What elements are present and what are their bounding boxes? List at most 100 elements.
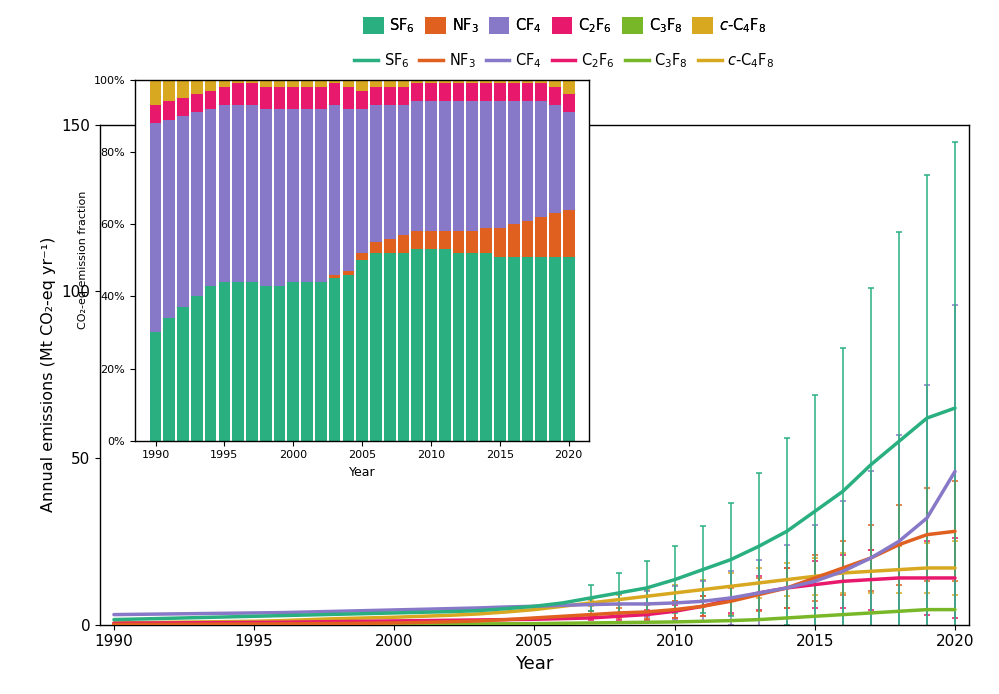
Bar	[329, 275, 341, 278]
Bar	[467, 83, 479, 101]
Bar	[467, 80, 479, 83]
Bar	[467, 253, 479, 441]
Bar	[521, 221, 533, 257]
Legend: SF$_6$, NF$_3$, CF$_4$, C$_2$F$_6$, C$_3$F$_8$, $c$-C$_4$F$_8$: SF$_6$, NF$_3$, CF$_4$, C$_2$F$_6$, C$_3…	[358, 11, 771, 41]
Bar	[301, 80, 313, 87]
Bar	[535, 80, 547, 83]
Bar	[288, 282, 299, 441]
Bar	[288, 109, 299, 282]
Bar	[398, 80, 410, 87]
Bar	[453, 83, 465, 101]
Bar	[439, 83, 451, 101]
Bar	[191, 112, 203, 296]
Bar	[274, 285, 286, 441]
Bar	[329, 105, 341, 275]
Bar	[150, 123, 162, 332]
Bar	[384, 239, 396, 253]
Bar	[562, 210, 574, 257]
Y-axis label: CO₂-eq emission fraction: CO₂-eq emission fraction	[78, 191, 88, 330]
Bar	[426, 231, 437, 249]
Bar	[453, 253, 465, 441]
Bar	[384, 253, 396, 441]
Bar	[357, 260, 368, 441]
Bar	[164, 101, 175, 119]
Bar	[549, 213, 560, 257]
Bar	[439, 80, 451, 83]
Bar	[453, 101, 465, 231]
Bar	[507, 80, 519, 83]
Bar	[398, 253, 410, 441]
Bar	[412, 83, 424, 101]
Bar	[177, 307, 189, 441]
Bar	[205, 80, 217, 91]
Bar	[274, 109, 286, 285]
Bar	[370, 105, 382, 242]
Bar	[260, 87, 272, 109]
Bar	[357, 80, 368, 91]
Bar	[521, 257, 533, 441]
Bar	[562, 257, 574, 441]
Bar	[384, 80, 396, 87]
Bar	[370, 253, 382, 441]
Bar	[481, 228, 492, 253]
Bar	[562, 80, 574, 94]
Bar	[507, 101, 519, 224]
Bar	[426, 101, 437, 231]
Bar	[343, 271, 355, 275]
Bar	[412, 101, 424, 231]
Bar	[177, 98, 189, 116]
Bar	[246, 105, 258, 282]
Bar	[233, 83, 244, 105]
Bar	[233, 80, 244, 83]
Bar	[426, 83, 437, 101]
Bar	[246, 80, 258, 83]
Bar	[439, 231, 451, 249]
Bar	[507, 257, 519, 441]
Bar	[315, 109, 327, 282]
Bar	[205, 109, 217, 285]
X-axis label: Year: Year	[349, 466, 376, 479]
Bar	[481, 253, 492, 441]
Bar	[535, 101, 547, 217]
Bar	[549, 257, 560, 441]
Bar	[357, 91, 368, 109]
Bar	[329, 80, 341, 83]
Bar	[535, 83, 547, 101]
Bar	[233, 105, 244, 282]
Bar	[329, 83, 341, 105]
Bar	[164, 80, 175, 101]
Bar	[467, 231, 479, 253]
Bar	[507, 83, 519, 101]
Bar	[439, 249, 451, 441]
Bar	[164, 119, 175, 318]
Bar	[191, 80, 203, 94]
Bar	[481, 83, 492, 101]
Bar	[426, 80, 437, 83]
Bar	[177, 116, 189, 307]
Bar	[343, 87, 355, 109]
Bar	[219, 282, 230, 441]
Bar	[301, 109, 313, 282]
Bar	[315, 282, 327, 441]
Bar	[398, 87, 410, 105]
Bar	[219, 87, 230, 105]
Bar	[370, 87, 382, 105]
Bar	[164, 318, 175, 441]
Bar	[301, 282, 313, 441]
Bar	[288, 80, 299, 87]
Bar	[481, 80, 492, 83]
Bar	[329, 278, 341, 441]
Bar	[549, 105, 560, 213]
Bar	[549, 80, 560, 87]
Bar	[150, 332, 162, 441]
Bar	[191, 94, 203, 112]
Bar	[260, 109, 272, 285]
Bar	[562, 94, 574, 112]
Bar	[219, 105, 230, 282]
Bar	[495, 257, 505, 441]
Bar	[495, 101, 505, 228]
Bar	[453, 231, 465, 253]
Legend: SF$_6$, NF$_3$, CF$_4$, C$_2$F$_6$, C$_3$F$_8$, $c$-C$_4$F$_8$: SF$_6$, NF$_3$, CF$_4$, C$_2$F$_6$, C$_3…	[349, 46, 780, 76]
Bar	[370, 242, 382, 253]
Y-axis label: Annual emissions (Mt CO₂-eq yr⁻¹): Annual emissions (Mt CO₂-eq yr⁻¹)	[41, 237, 56, 512]
